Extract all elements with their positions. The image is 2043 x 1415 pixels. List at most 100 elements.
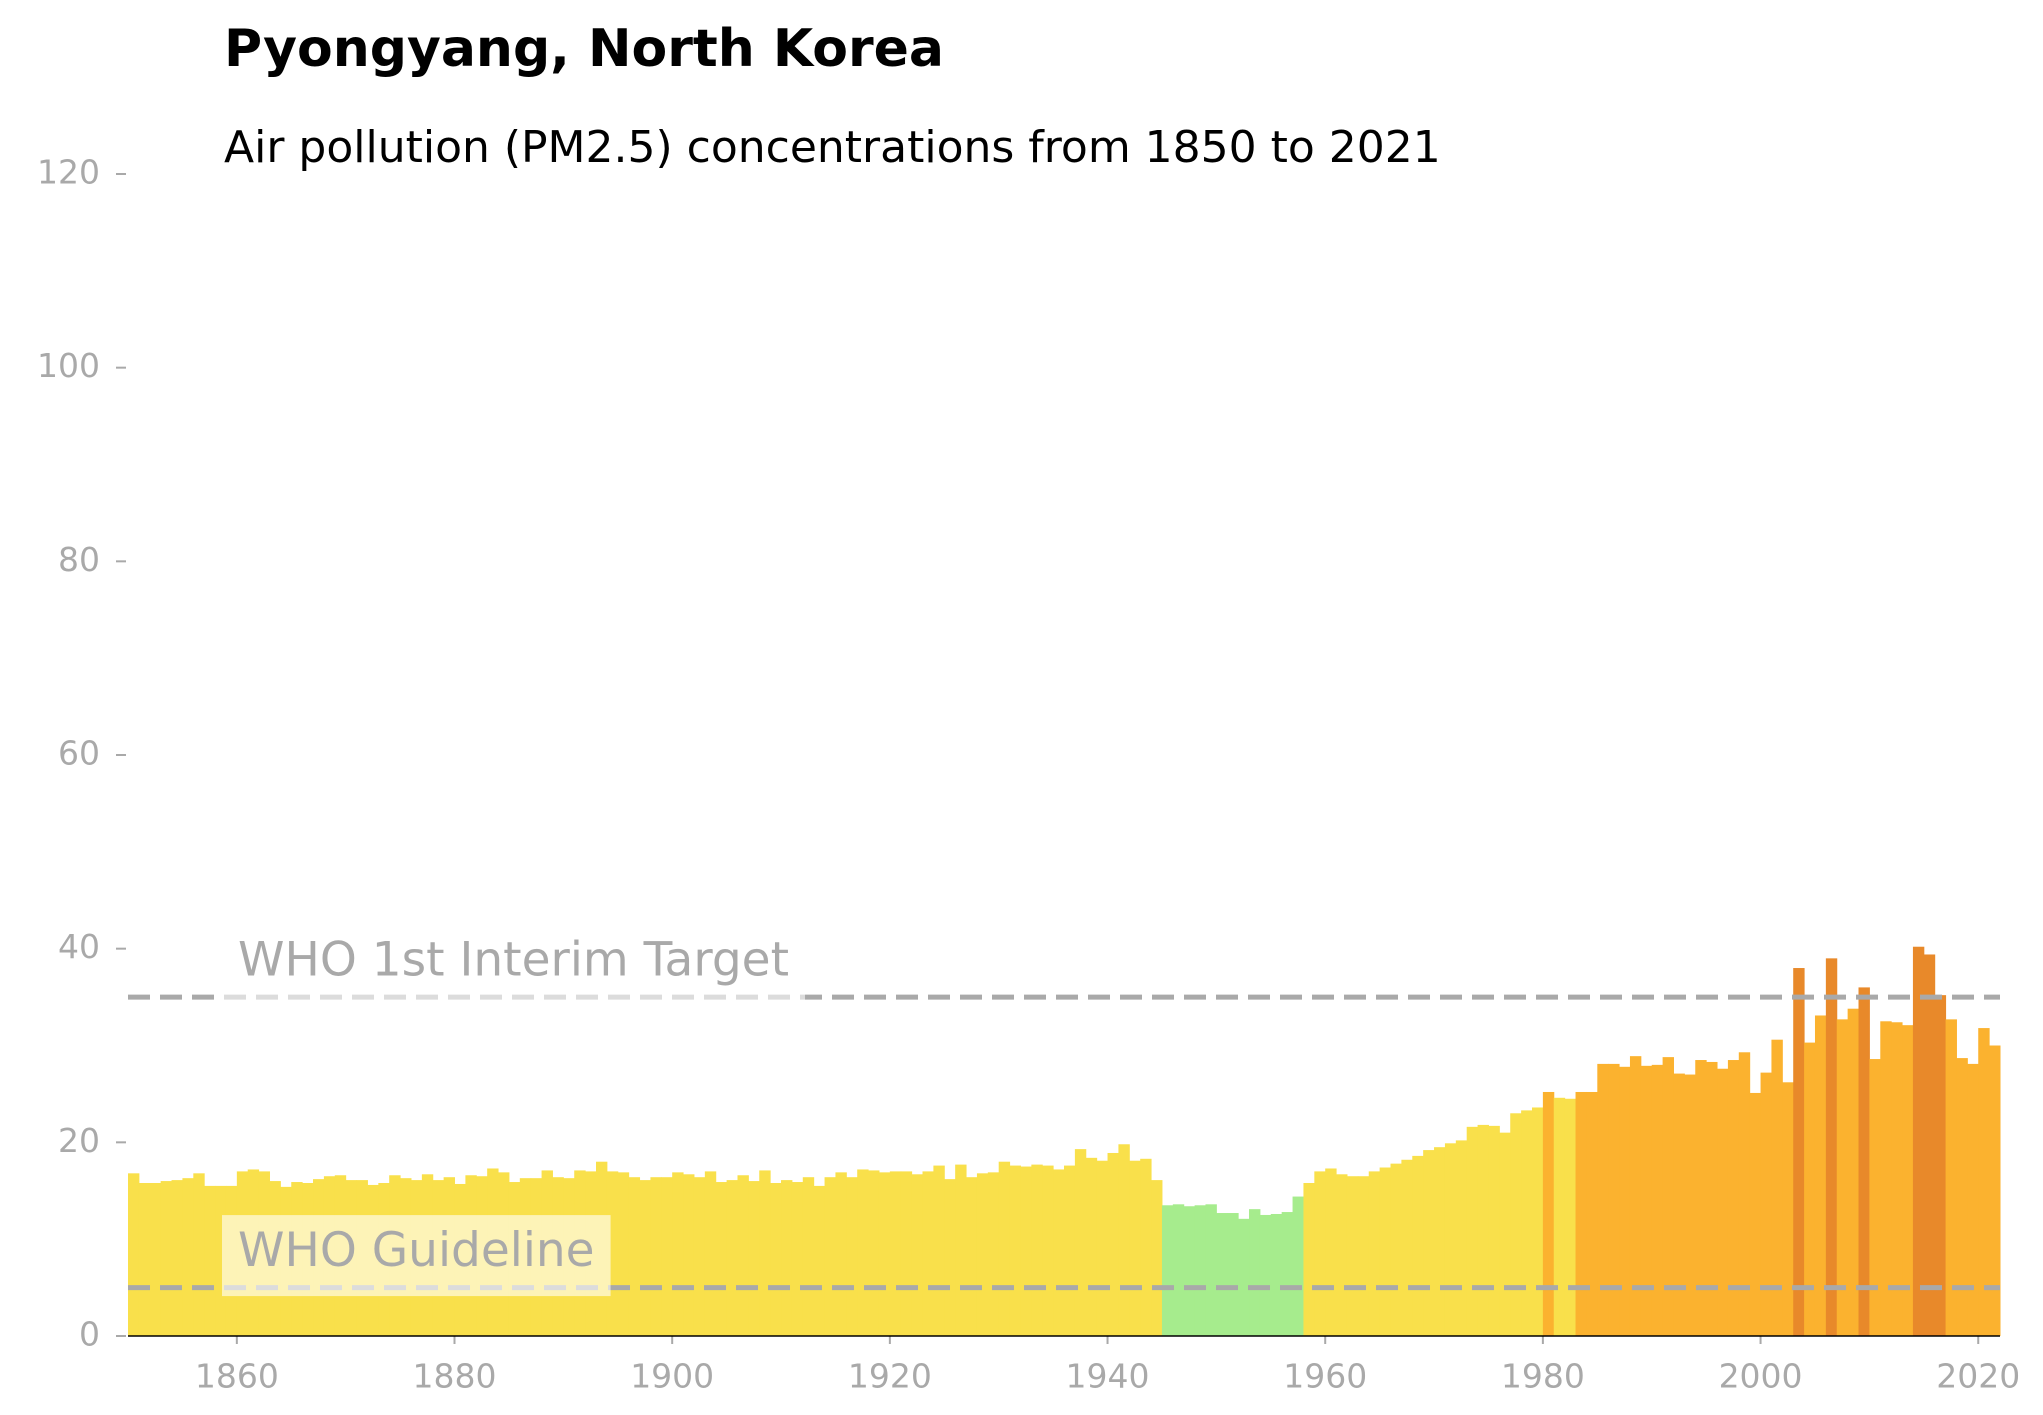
- bar: [802, 1177, 815, 1336]
- bar: [1532, 1107, 1544, 1336]
- bar: [1869, 1059, 1881, 1336]
- bar: [1379, 1167, 1392, 1336]
- bar: [1412, 1155, 1424, 1336]
- bar: [987, 1172, 1000, 1336]
- bar: [1401, 1159, 1413, 1336]
- bar: [1466, 1126, 1479, 1336]
- bar: [1814, 1015, 1827, 1336]
- label-box: [222, 1215, 611, 1297]
- bar: [1053, 1169, 1065, 1336]
- bar: [1042, 1165, 1054, 1336]
- bar: [1651, 1064, 1664, 1336]
- bar: [1597, 1063, 1609, 1336]
- bar: [1836, 1019, 1849, 1336]
- bar: [1357, 1176, 1370, 1336]
- x-tick-label: 1920: [848, 1357, 932, 1396]
- bar: [791, 1182, 804, 1336]
- bar: [1564, 1098, 1577, 1336]
- bar: [1325, 1168, 1337, 1336]
- bar: [933, 1165, 945, 1336]
- bar: [1608, 1063, 1620, 1336]
- bar: [1216, 1213, 1228, 1336]
- bar: [955, 1164, 967, 1336]
- bar: [1292, 1196, 1304, 1336]
- bar: [1902, 1025, 1914, 1336]
- bar: [160, 1181, 173, 1336]
- bar: [1542, 1091, 1555, 1336]
- bar: [1945, 1019, 1957, 1336]
- bar: [1314, 1171, 1326, 1336]
- bar: [1891, 1022, 1903, 1336]
- y-tick-label: 0: [79, 1315, 100, 1354]
- bar: [748, 1181, 760, 1336]
- bar: [672, 1172, 684, 1336]
- bar: [1390, 1163, 1402, 1336]
- bar: [770, 1183, 782, 1336]
- bar: [1967, 1063, 1979, 1336]
- bar: [1172, 1204, 1185, 1336]
- y-tick-label: 100: [37, 346, 100, 385]
- x-tick-label: 2020: [1936, 1357, 2020, 1396]
- bar: [661, 1177, 673, 1336]
- bar: [1085, 1157, 1098, 1336]
- bar: [966, 1177, 978, 1336]
- bar: [1303, 1183, 1315, 1336]
- bar: [911, 1174, 924, 1336]
- bar: [868, 1170, 880, 1336]
- bar: [1738, 1052, 1751, 1336]
- bar: [846, 1177, 858, 1336]
- bar: [835, 1172, 847, 1336]
- bar: [1477, 1124, 1489, 1336]
- bar: [944, 1179, 956, 1336]
- bar: [1978, 1028, 1990, 1336]
- bar: [693, 1177, 706, 1336]
- bar: [1923, 954, 1936, 1336]
- x-tick-label: 1880: [413, 1357, 497, 1396]
- bar: [1640, 1065, 1653, 1336]
- bar: [1727, 1060, 1740, 1336]
- bar: [193, 1173, 205, 1336]
- bar: [1771, 1039, 1783, 1336]
- bar: [1031, 1164, 1043, 1336]
- bar: [1847, 1008, 1860, 1336]
- bar: [1880, 1021, 1892, 1336]
- bar: [1629, 1056, 1642, 1336]
- y-tick-label: 120: [37, 153, 100, 192]
- bar: [606, 1171, 619, 1336]
- x-tick-label: 1900: [630, 1357, 714, 1396]
- bar: [1194, 1205, 1206, 1336]
- bar: [1238, 1218, 1250, 1336]
- bar: [204, 1185, 216, 1336]
- bar: [1956, 1058, 1968, 1336]
- bar: [1281, 1212, 1294, 1336]
- bar: [182, 1178, 194, 1336]
- bar: [1205, 1204, 1217, 1336]
- reference-label: WHO Guideline: [238, 1223, 595, 1278]
- bar: [1858, 987, 1870, 1336]
- bar: [1368, 1171, 1381, 1336]
- bar: [1706, 1061, 1718, 1336]
- bar: [617, 1172, 630, 1336]
- bar: [1444, 1143, 1457, 1336]
- bar: [1183, 1206, 1196, 1336]
- bar: [1270, 1213, 1283, 1336]
- bar: [1521, 1110, 1533, 1336]
- bar: [1749, 1092, 1762, 1336]
- x-tick-label: 1940: [1066, 1357, 1150, 1396]
- bar: [726, 1180, 738, 1336]
- bar: [1455, 1140, 1468, 1336]
- bar: [683, 1174, 695, 1336]
- reference-label: WHO 1st Interim Target: [238, 933, 789, 988]
- bar: [1096, 1160, 1109, 1336]
- bar: [650, 1177, 662, 1336]
- bar: [1804, 1042, 1816, 1336]
- bar: [1717, 1068, 1729, 1336]
- bar: [1249, 1209, 1261, 1336]
- y-tick-label: 20: [58, 1121, 100, 1160]
- bar: [781, 1180, 793, 1336]
- bar: [639, 1180, 651, 1336]
- bar: [1673, 1073, 1685, 1336]
- bar: [149, 1183, 162, 1336]
- chart-title: Pyongyang, North Korea: [224, 19, 944, 79]
